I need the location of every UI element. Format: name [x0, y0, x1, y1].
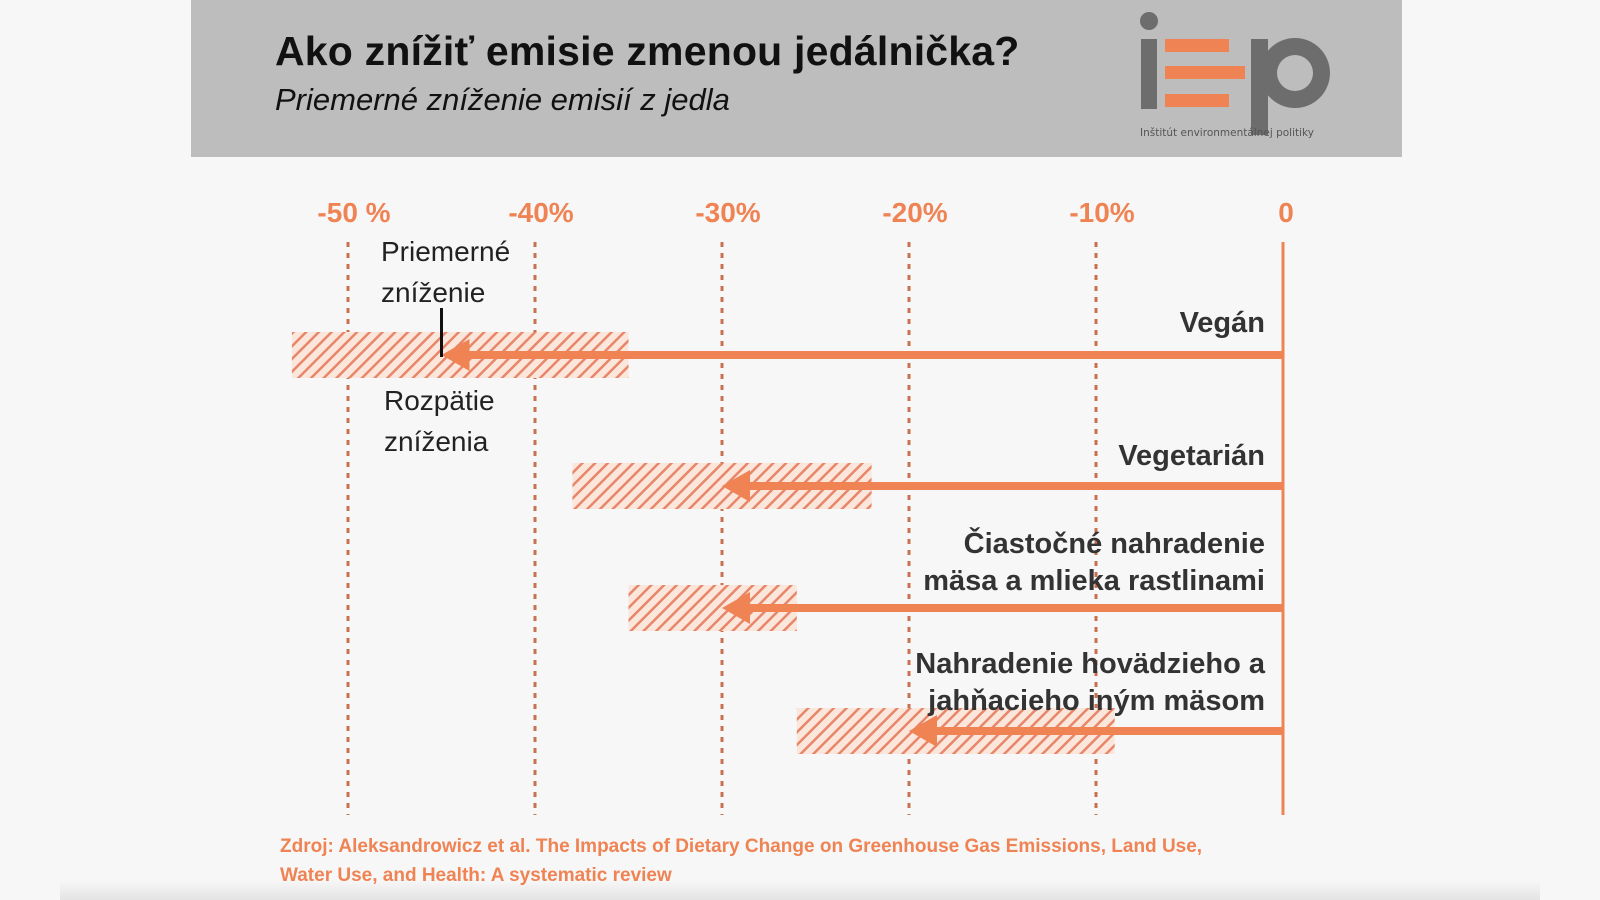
- tick-label-1: -40%: [508, 197, 573, 228]
- logo-i-dot: [1140, 12, 1158, 30]
- arrow-head-1: [722, 470, 750, 502]
- category-label-3-0: Nahradenie hovädzieho a: [915, 648, 1266, 680]
- arrow-head-2: [722, 592, 750, 624]
- tick-label-3: -20%: [882, 197, 947, 228]
- logo-i-stem: [1141, 39, 1157, 109]
- source-line-1: Zdroj: Aleksandrowicz et al. The Impacts…: [280, 836, 1203, 857]
- category-label-1-0: Vegetarián: [1118, 440, 1265, 472]
- tick-label-0: -50 %: [317, 197, 390, 228]
- tick-label-zero: 0: [1278, 197, 1294, 228]
- logo-e-bar-top: [1165, 39, 1229, 52]
- bars: [291, 332, 1283, 754]
- logo-e-bar-bottom: [1165, 94, 1229, 107]
- category-label-2-0: Čiastočné nahradenie: [964, 526, 1265, 560]
- average-label-1: zníženie: [381, 277, 485, 308]
- source-line-2: Water Use, and Health: A systematic revi…: [280, 865, 672, 886]
- category-labels: Vegán Vegetarián Čiastočné nahradenie mäsa …: [915, 307, 1266, 717]
- tick-label-4: -10%: [1069, 197, 1134, 228]
- page-title: Ako znížiť emisie zmenou jedálnička?: [275, 28, 1020, 74]
- average-label-0: Priemerné: [381, 236, 510, 267]
- iep-logo: [1140, 12, 1330, 135]
- logo-subtitle: Inštitút environmentálnej politiky: [1140, 127, 1314, 139]
- tick-label-2: -30%: [695, 197, 760, 228]
- range-label-1: zníženia: [384, 426, 489, 457]
- category-label-2-1: mäsa a mlieka rastlinami: [923, 565, 1265, 597]
- x-axis-tick-labels: -50 % -40% -30% -20% -10% 0: [317, 197, 1293, 228]
- range-label-0: Rozpätie: [384, 385, 495, 416]
- category-label-0-0: Vegán: [1180, 307, 1265, 339]
- bottom-shadow: [60, 880, 1540, 900]
- category-label-3-1: jahňacieho iným mäsom: [927, 685, 1265, 717]
- logo-p-bowl: [1260, 38, 1330, 108]
- source-note: Zdroj: Aleksandrowicz et al. The Impacts…: [280, 832, 1240, 890]
- arrow-head-0: [441, 339, 470, 371]
- annotations: Priemerné zníženie Rozpätie zníženia: [381, 236, 510, 457]
- page-subtitle: Priemerné zníženie emisií z jedla: [275, 82, 730, 117]
- arrow-head-3: [909, 715, 937, 747]
- logo-e-bar-mid: [1165, 66, 1245, 79]
